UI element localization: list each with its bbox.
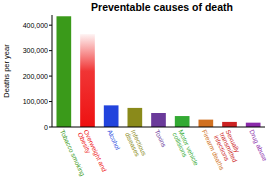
x-tick-label: Drug abuse bbox=[247, 128, 269, 162]
bar bbox=[198, 120, 213, 127]
title: Preventable causes of death bbox=[91, 1, 233, 13]
bar bbox=[127, 108, 142, 127]
bar bbox=[56, 16, 71, 127]
label-line: diseases bbox=[124, 131, 142, 158]
x-tick-label: Infectiousdiseases bbox=[124, 128, 148, 160]
label-line: Alcohol bbox=[106, 128, 122, 151]
y-tick-label: 100,000 bbox=[23, 98, 48, 105]
bar bbox=[222, 122, 237, 127]
x-tick-label: Motor vehiclecollisions bbox=[171, 128, 200, 169]
x-axis bbox=[52, 127, 265, 128]
chart: Preventable causes of death Deaths per ye… bbox=[0, 0, 277, 180]
x-tick-label: Overweight andObesity bbox=[76, 128, 109, 176]
label-line: Obesity bbox=[76, 131, 93, 155]
x-tick-label: Alcohol bbox=[106, 128, 122, 151]
y-axis bbox=[52, 15, 53, 127]
label-line: infections bbox=[213, 134, 231, 163]
y-tick-label: 0 bbox=[44, 124, 48, 131]
y-tick-label: 300,000 bbox=[23, 47, 48, 54]
bar bbox=[151, 113, 166, 127]
y-tick-label: 200,000 bbox=[23, 73, 48, 80]
x-tick-label: Toxins bbox=[154, 128, 168, 148]
label-line: collisions bbox=[171, 131, 189, 159]
bar bbox=[80, 34, 95, 127]
label-line: Toxins bbox=[154, 128, 168, 148]
x-tick-label: Sexuallytransmittedinfections bbox=[213, 128, 245, 166]
bar bbox=[175, 116, 190, 127]
bars bbox=[56, 16, 260, 127]
y-tick-label: 400,000 bbox=[23, 22, 48, 29]
y-label: Deaths per year bbox=[2, 44, 11, 98]
bar bbox=[246, 123, 261, 127]
label-line: Drug abuse bbox=[247, 128, 269, 162]
bar bbox=[104, 105, 119, 127]
